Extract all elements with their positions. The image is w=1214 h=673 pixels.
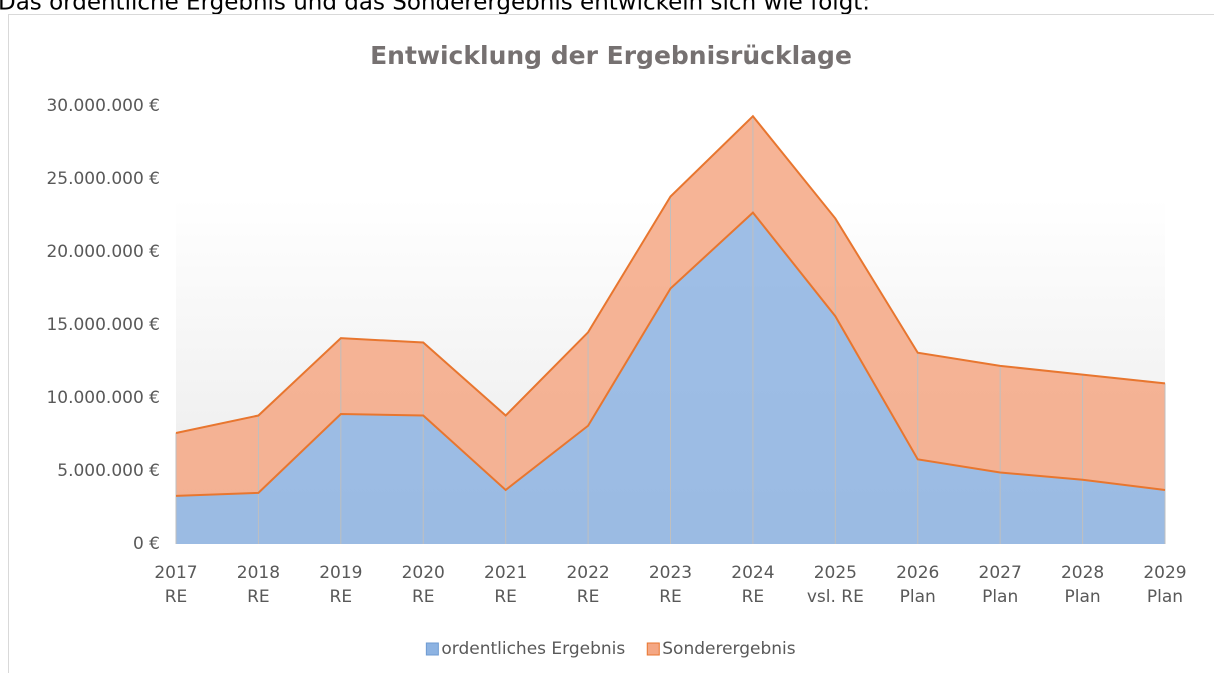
x-tick-label: Plan [900,587,936,607]
y-tick-label: 0 € [133,534,160,554]
x-tick-label: 2025 [814,563,857,583]
x-tick-label: 2024 [731,563,774,583]
x-tick-label: 2021 [484,563,527,583]
x-tick-label: 2022 [566,563,609,583]
x-tick-label: vsl. RE [807,587,864,607]
legend-swatch [425,642,439,656]
legend-label: ordentliches Ergebnis [441,639,625,659]
area-edge [175,211,1166,497]
x-tick-label: RE [659,587,682,607]
x-tick-label: 2029 [1143,563,1186,583]
legend: ordentliches Ergebnis Sonderergebnis [425,639,796,659]
x-tick-label: Plan [1064,587,1100,607]
y-tick-label: 15.000.000 € [46,315,160,335]
x-tick-label: 2020 [402,563,445,583]
x-tick-label: RE [165,587,188,607]
y-tick-label: 30.000.000 € [46,96,160,116]
x-tick-label: RE [742,587,765,607]
y-tick-label: 25.000.000 € [46,169,160,189]
intro-text: Das ordentliche Ergebnis und das Sondere… [0,0,870,16]
y-tick-label: 20.000.000 € [46,242,160,262]
x-tick-label: RE [494,587,517,607]
x-tick-label: RE [412,587,435,607]
x-tick-label: 2017 [154,563,197,583]
x-tick-label: Plan [1147,587,1183,607]
chart-title: Entwicklung der Ergebnisrücklage [370,41,852,70]
x-tick-label: 2023 [649,563,692,583]
x-tick-label: RE [577,587,600,607]
y-tick-label: 10.000.000 € [46,388,160,408]
x-tick-label: RE [247,587,270,607]
x-tick-label: 2026 [896,563,939,583]
legend-swatch [646,642,660,656]
x-tick-label: 2027 [979,563,1022,583]
chart-frame [8,14,1214,673]
legend-label: Sonderergebnis [662,639,796,659]
x-tick-label: 2019 [319,563,362,583]
y-tick-label: 5.000.000 € [57,461,160,481]
x-tick-label: 2018 [237,563,280,583]
x-tick-label: 2028 [1061,563,1104,583]
area-edge [175,114,1166,435]
x-tick-label: Plan [982,587,1018,607]
x-tick-label: RE [330,587,353,607]
